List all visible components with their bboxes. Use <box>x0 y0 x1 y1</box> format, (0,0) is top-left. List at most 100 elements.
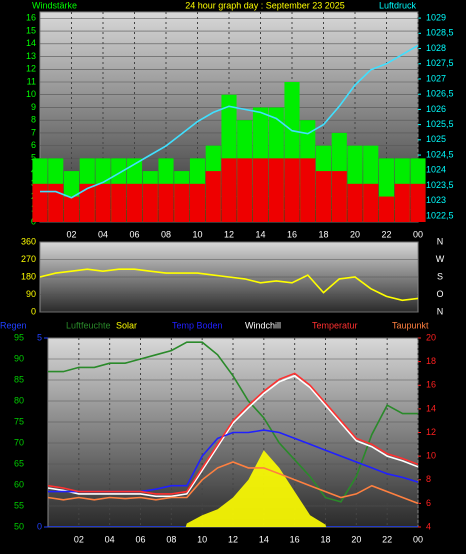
y2-tick-label: 1026 <box>426 104 446 114</box>
y2-tick-label: 1027 <box>426 73 446 83</box>
y-tick-label: 75 <box>14 416 24 426</box>
direction-label: N <box>437 306 444 316</box>
bar <box>32 183 48 222</box>
solar-area <box>48 450 418 527</box>
y2-tick-label: 20 <box>426 332 436 342</box>
x-tick-label: 10 <box>192 229 202 239</box>
bar <box>300 158 316 222</box>
y-tick-label: 85 <box>14 374 24 384</box>
y-tick-label: 10 <box>26 89 36 99</box>
direction-label: W <box>436 254 445 264</box>
y-tick-label: 95 <box>14 332 24 342</box>
y-tick-label: 14 <box>26 38 36 48</box>
bar <box>252 158 269 222</box>
x-tick-label: 20 <box>351 534 361 544</box>
direction-label: S <box>437 271 443 281</box>
y2-tick-label: 1025 <box>426 134 446 144</box>
y-tick-label: 7 <box>31 127 36 137</box>
y2-tick-label: 1027,5 <box>426 58 454 68</box>
y2-axis-title: Luftdruck <box>379 0 417 10</box>
bar <box>158 183 174 222</box>
y-tick-label: 13 <box>26 51 36 61</box>
x-tick-label: 08 <box>161 229 171 239</box>
x-tick-label: 04 <box>105 534 115 544</box>
y-tick-label: 8 <box>31 115 36 125</box>
x-tick-label: 20 <box>350 229 360 239</box>
series-line <box>48 461 418 505</box>
bar <box>221 158 237 222</box>
x-tick-label: 22 <box>381 229 391 239</box>
y-tick-label: 65 <box>14 458 24 468</box>
y-tick-label: 0 <box>31 306 36 316</box>
series-line <box>48 372 418 495</box>
bar <box>410 183 426 222</box>
series-line <box>40 44 418 199</box>
y-tick-label: 55 <box>14 500 24 510</box>
y2-tick-label: 1024,5 <box>426 149 454 159</box>
y2-tick-label: 8 <box>426 474 431 484</box>
y-tick-label: 15 <box>26 25 36 35</box>
y-tick-label: 9 <box>31 102 36 112</box>
y-tick-label: 180 <box>21 271 36 281</box>
y-axis-title: Windstärke <box>32 0 77 10</box>
direction-label: N <box>437 236 444 246</box>
legend-label: Temp Boden <box>172 320 223 330</box>
y2-tick-label: 1024 <box>426 165 446 175</box>
y3-tick-label: 5 <box>37 332 42 342</box>
y2-tick-label: 1028,5 <box>426 28 454 38</box>
x-tick-label: 06 <box>135 534 145 544</box>
y2-tick-label: 14 <box>426 403 436 413</box>
x-tick-label: 16 <box>290 534 300 544</box>
series-line <box>48 341 418 503</box>
series-line <box>48 374 418 498</box>
bar <box>394 183 410 222</box>
y2-tick-label: 1023,5 <box>426 180 454 190</box>
y2-tick-label: 10 <box>426 451 436 461</box>
y2-tick-label: 4 <box>426 521 431 531</box>
bar <box>63 196 80 222</box>
y2-tick-label: 12 <box>426 427 436 437</box>
bar <box>189 183 206 222</box>
bar <box>378 196 395 222</box>
bar <box>331 171 347 222</box>
legend-label: Temperatur <box>312 320 358 330</box>
y-tick-label: 12 <box>26 64 36 74</box>
y-tick-label: 270 <box>21 254 36 264</box>
bar <box>174 183 190 222</box>
bar <box>142 183 158 222</box>
x-tick-label: 18 <box>318 229 328 239</box>
y-tick-label: 360 <box>21 236 36 246</box>
x-tick-label: 14 <box>259 534 269 544</box>
direction-label: O <box>436 289 443 299</box>
y-tick-label: 50 <box>14 521 24 531</box>
bar <box>126 183 143 222</box>
x-tick-label: 16 <box>287 229 297 239</box>
bar <box>315 171 332 222</box>
legend-label: Regen <box>0 320 27 330</box>
legend-label: Windchill <box>245 320 281 330</box>
bar <box>111 183 127 222</box>
y-tick-label: 70 <box>14 437 24 447</box>
y-tick-label: 60 <box>14 479 24 489</box>
y3-tick-label: 0 <box>37 521 42 531</box>
y2-tick-label: 1022,5 <box>426 210 454 220</box>
y2-tick-label: 18 <box>426 356 436 366</box>
y-tick-label: 80 <box>14 395 24 405</box>
bar <box>284 158 300 222</box>
legend-label: Taupunkt <box>392 320 429 330</box>
x-tick-label: 06 <box>129 229 139 239</box>
y-tick-label: 90 <box>14 353 24 363</box>
x-tick-label: 12 <box>224 229 234 239</box>
bar <box>363 183 379 222</box>
bar <box>237 158 253 222</box>
series-line <box>40 268 418 302</box>
y-tick-label: 90 <box>26 289 36 299</box>
x-tick-label: 02 <box>66 229 76 239</box>
x-tick-label: 04 <box>98 229 108 239</box>
y2-tick-label: 1028 <box>426 43 446 53</box>
bar <box>95 183 111 222</box>
x-tick-label: 02 <box>74 534 84 544</box>
y2-tick-label: 1029 <box>426 12 446 22</box>
